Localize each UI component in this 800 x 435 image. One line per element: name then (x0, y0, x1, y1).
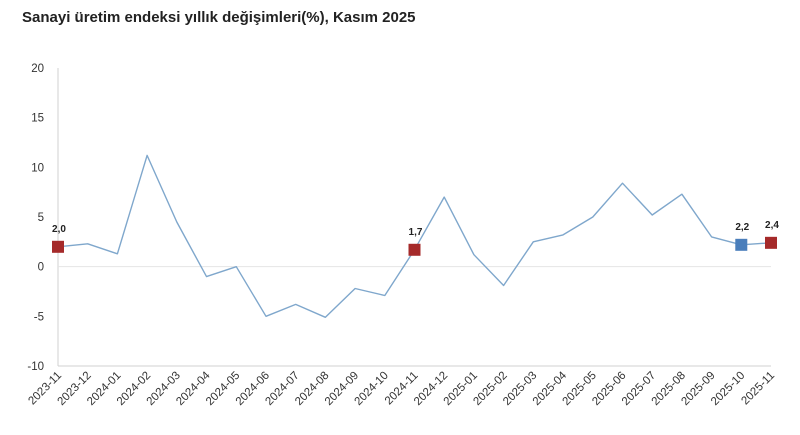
data-point (205, 275, 207, 277)
data-point (592, 216, 594, 218)
data-point (176, 221, 178, 223)
data-point (562, 234, 564, 236)
data-point (710, 236, 712, 238)
y-tick-label: 15 (31, 113, 44, 125)
data-point (294, 303, 296, 305)
y-tick-label: -5 (34, 311, 44, 323)
data-point (532, 241, 534, 243)
y-axis-ticks: -10 -5 0 5 10 15 20 (27, 63, 44, 373)
data-point (473, 254, 475, 256)
data-point (116, 253, 118, 255)
data-point (621, 182, 623, 184)
data-label: 2,0 (52, 224, 66, 235)
data-point (324, 316, 326, 318)
data-point (87, 243, 89, 245)
x-tick-label: 2025-11 (739, 370, 777, 408)
data-point (146, 154, 148, 156)
y-tick-label: 5 (38, 212, 44, 224)
axes (57, 68, 771, 367)
data-point (235, 265, 237, 267)
y-tick-label: 20 (31, 63, 44, 75)
marker-layer: 2,0 1,7 2,2 2,4 (52, 220, 779, 256)
data-point (384, 294, 386, 296)
y-tick-label: 10 (31, 162, 44, 174)
highlight-marker (765, 236, 777, 249)
data-label: 1,7 (409, 227, 423, 238)
chart-title: Sanayi üretim endeksi yıllık değişimleri… (22, 9, 416, 26)
y-tick-label: -10 (27, 361, 44, 373)
data-label: 2,2 (735, 222, 749, 233)
x-axis-ticks: 2023-112023-122024-012024-022024-032024-… (26, 369, 777, 408)
highlight-marker (52, 240, 64, 253)
data-point (354, 287, 356, 289)
data-point (651, 214, 653, 216)
highlight-marker (408, 243, 421, 256)
highlight-marker (735, 238, 748, 251)
data-point (443, 196, 445, 198)
data-point (681, 193, 683, 195)
data-point (265, 315, 267, 317)
data-label: 2,4 (765, 220, 779, 231)
data-point (502, 284, 504, 286)
y-tick-label: 0 (38, 262, 44, 274)
